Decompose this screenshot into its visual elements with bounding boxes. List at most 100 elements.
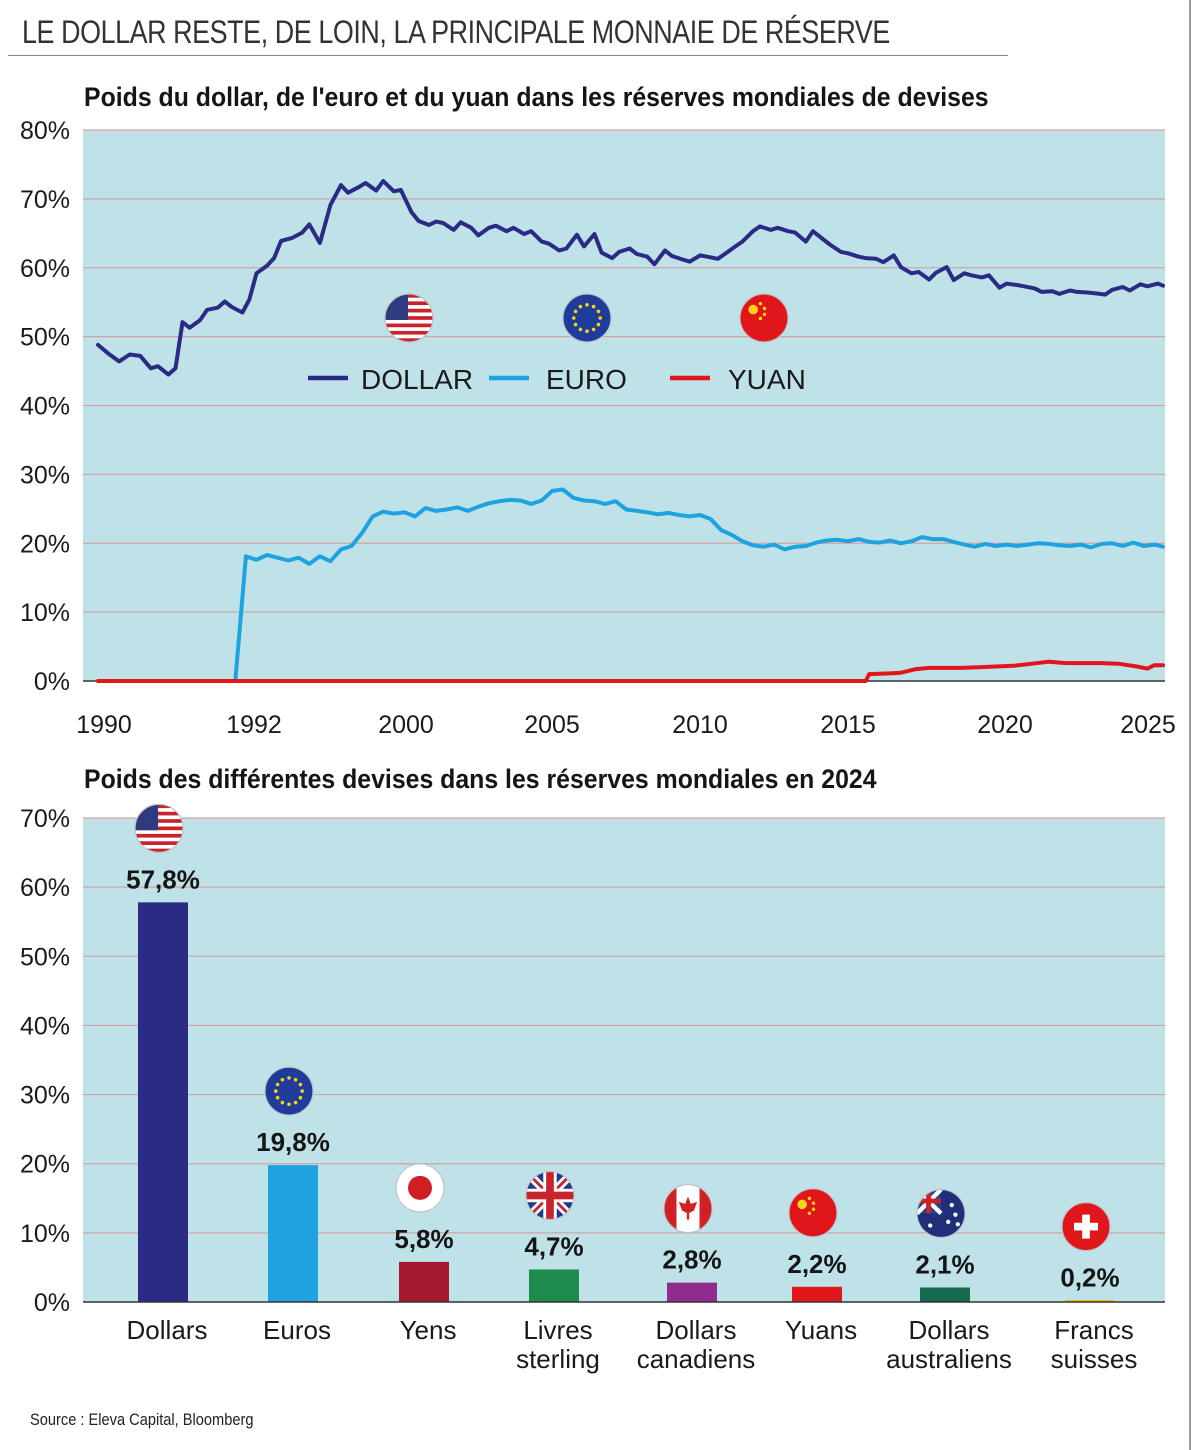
- line-chart-y-tick-label: 60%: [20, 255, 70, 283]
- flag-rim: [788, 1188, 838, 1238]
- bar-chart-y-tick-label: 20%: [20, 1151, 70, 1179]
- flag-stripe: [385, 294, 433, 298]
- flag-star: [762, 306, 767, 311]
- flag-cross: [1082, 1214, 1090, 1239]
- line-chart-x-tick-label: 1990: [76, 711, 132, 739]
- bar-category-label: Dollars: [127, 1315, 208, 1345]
- china-flag-icon: [739, 293, 789, 343]
- bar-7: [920, 1287, 970, 1302]
- bar-category-label: Livres: [523, 1315, 592, 1345]
- flag-star: [928, 1223, 933, 1228]
- flag-art: [526, 1171, 574, 1220]
- bar-5: [667, 1282, 717, 1302]
- flag-rim: [739, 293, 789, 343]
- line-chart-x-tick-label: 1992: [226, 711, 282, 739]
- flag-cross-red: [546, 1171, 554, 1220]
- flag-art: [265, 1067, 313, 1116]
- flag-star: [585, 329, 589, 334]
- flag-star: [287, 1076, 291, 1080]
- flag-star: [758, 316, 763, 321]
- flag-star: [293, 1077, 298, 1082]
- bar-category-label-line2: sterling: [516, 1344, 600, 1374]
- flag-star: [298, 1082, 303, 1087]
- flag-stripe: [135, 833, 183, 838]
- legend-label-dollar: DOLLAR: [361, 364, 473, 395]
- flag-rim: [525, 1170, 575, 1221]
- flag-star: [578, 304, 583, 309]
- flag-art: [917, 1189, 965, 1238]
- flag-rim: [663, 1184, 713, 1234]
- bar-value-label: 2,8%: [662, 1245, 721, 1275]
- flag-star: [762, 312, 767, 317]
- bar-category-label-line2: suisses: [1051, 1344, 1138, 1374]
- bar-value-label: 57,8%: [126, 864, 200, 894]
- bar-2: [268, 1165, 318, 1302]
- flag-star: [811, 1201, 816, 1205]
- source-note: Source : Eleva Capital, Bloomberg: [30, 1410, 254, 1429]
- flag-star: [591, 327, 596, 332]
- flag-star: [758, 301, 763, 306]
- headline: LE DOLLAR RESTE, DE LOIN, LA PRINCIPALE …: [22, 14, 890, 50]
- bar-chart-y-tick-label: 0%: [34, 1289, 70, 1317]
- flag-stripe: [385, 301, 433, 306]
- legend-label-yuan: YUAN: [728, 364, 806, 395]
- flag-stripe: [135, 811, 183, 816]
- bar-category-label: Euros: [263, 1315, 331, 1345]
- bar-3: [399, 1261, 449, 1302]
- bar-value-label: 0,2%: [1060, 1263, 1119, 1293]
- flag-art: [1062, 1202, 1110, 1251]
- flag-star: [573, 322, 578, 327]
- flag-stripe: [385, 308, 433, 313]
- flag-stripe: [385, 338, 433, 342]
- line-chart-title: Poids du dollar, de l'euro et du yuan da…: [84, 82, 989, 112]
- flag-art: [563, 294, 611, 342]
- flag-star: [953, 1212, 958, 1217]
- flag-stripe: [135, 804, 183, 809]
- bar-category-label-line2: canadiens: [637, 1344, 756, 1374]
- flag-star: [280, 1100, 285, 1105]
- bar-category-label: Yuans: [785, 1315, 857, 1345]
- bar-category-label-line2: australiens: [886, 1344, 1012, 1374]
- bar-value-label: 4,7%: [524, 1232, 583, 1262]
- flag-leaf: [678, 1196, 698, 1220]
- australia-flag-icon: [916, 1188, 966, 1239]
- canada-flag-icon: [663, 1184, 713, 1234]
- line-chart-y-tick-label: 10%: [20, 599, 70, 627]
- china-flag-icon: [788, 1188, 838, 1238]
- flag-rim: [264, 1066, 314, 1116]
- flag-field: [789, 1188, 837, 1237]
- bar-chart-y-tick-label: 30%: [20, 1082, 70, 1110]
- series-line-yuan: [96, 659, 1165, 683]
- line-chart-y-tick-label: 40%: [20, 393, 70, 421]
- flag-field: [265, 1067, 313, 1116]
- line-chart-x-tick-label: 2005: [524, 711, 580, 739]
- line-chart-y-tick-label: 50%: [20, 324, 70, 352]
- series-line-dollar: [96, 179, 1165, 377]
- flag-star: [298, 1095, 303, 1100]
- flag-stripe: [135, 848, 183, 853]
- flag-star: [596, 322, 601, 327]
- bar-4: [529, 1269, 579, 1302]
- bar-chart-y-tick-label: 10%: [20, 1220, 70, 1248]
- flag-star: [946, 1219, 951, 1225]
- flag-star: [949, 1202, 954, 1208]
- line-chart-x-tick-label: 2010: [672, 711, 728, 739]
- flag-star: [598, 316, 602, 320]
- bar-value-label: 2,2%: [787, 1249, 846, 1279]
- flag-star: [748, 304, 758, 315]
- line-chart-x-tick-label: 2020: [977, 711, 1033, 739]
- flag-rim: [395, 1163, 445, 1213]
- flag-star: [797, 1199, 807, 1210]
- eu-flag-icon: [264, 1066, 314, 1116]
- flag-rim: [916, 1188, 966, 1239]
- flag-art: [396, 1163, 444, 1212]
- bar-chart-y-tick-label: 50%: [20, 943, 70, 971]
- flag-art: [789, 1188, 837, 1237]
- flag-star: [280, 1077, 285, 1082]
- bar-1: [138, 902, 188, 1302]
- japan-flag-icon: [395, 1163, 445, 1213]
- flag-star: [293, 1100, 298, 1105]
- flag-star: [955, 1222, 960, 1227]
- flag-field: [563, 294, 611, 342]
